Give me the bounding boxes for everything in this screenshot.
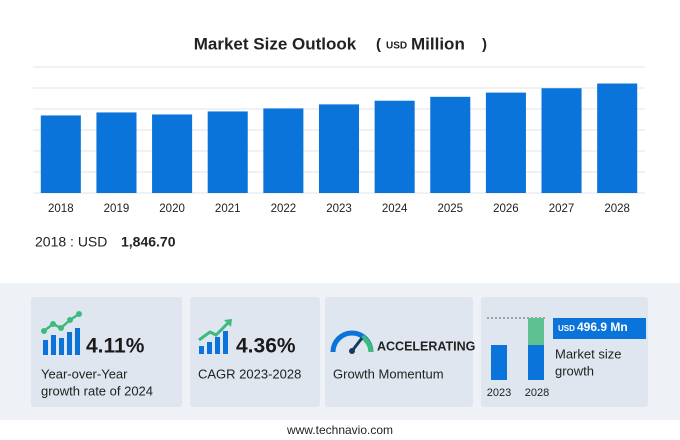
x-tick-label: 2027: [549, 203, 575, 215]
x-tick-label: 2018: [48, 203, 74, 215]
badge-currency: USD: [558, 324, 575, 333]
x-tick-label: 2028: [604, 203, 630, 215]
bar: [541, 88, 582, 193]
card-text: Market size: [555, 346, 621, 361]
mini-bar: [528, 345, 544, 380]
x-tick-label: 2024: [382, 203, 408, 215]
growth-badge: [553, 318, 646, 339]
bar: [374, 100, 415, 193]
x-tick-label: 2026: [493, 203, 519, 215]
bar: [597, 83, 638, 193]
card-value: ACCELERATING: [377, 339, 475, 353]
x-tick-label: 2020: [159, 203, 185, 215]
card: [190, 297, 320, 407]
x-tick-label: 2019: [104, 203, 130, 215]
chart-title: Market Size Outlook: [194, 34, 357, 53]
badge-value: 496.9 Mn: [577, 320, 628, 334]
card-text: Year-over-Year: [41, 366, 128, 381]
title-paren: ): [482, 36, 487, 53]
bar: [40, 115, 81, 193]
bar: [96, 112, 137, 193]
card-value: 4.11%: [86, 335, 145, 358]
cagr-icon: [198, 319, 232, 354]
base-label: 2018 : USD: [35, 234, 107, 250]
card-text: growth: [555, 363, 594, 378]
title-unit: Million: [411, 34, 465, 53]
footer: www.technavio.com: [286, 423, 393, 437]
title-paren: (: [376, 36, 381, 53]
x-tick-label: 2022: [271, 203, 297, 215]
card: [31, 297, 182, 407]
x-tick-label: 2023: [326, 203, 352, 215]
mini-bar-label: 2023: [487, 387, 511, 399]
mini-bar: [491, 345, 507, 380]
mini-bar-growth: [528, 318, 544, 345]
card: [325, 297, 473, 407]
mini-bar-label: 2028: [525, 387, 549, 399]
plot: 2018 2019 2020 2021 2022 2023 2024 2025 2026 2027…: [33, 66, 645, 215]
bar: [263, 108, 304, 193]
card-text: growth rate of 2024: [41, 383, 153, 398]
bar: [207, 111, 248, 193]
base-value: 1,846.70: [121, 234, 176, 250]
card-text: Growth Momentum: [333, 366, 444, 381]
bar: [430, 96, 471, 193]
title-currency: USD: [386, 41, 407, 52]
x-tick-label: 2021: [215, 203, 241, 215]
x-tick-label: 2025: [437, 203, 463, 215]
bar: [485, 92, 526, 193]
card-text: CAGR 2023-2028: [198, 366, 301, 381]
bar: [318, 104, 360, 193]
bar: [152, 114, 193, 193]
gauge-icon: [330, 330, 374, 354]
growth-icon: [41, 311, 82, 355]
card-value: 4.36%: [236, 335, 296, 358]
